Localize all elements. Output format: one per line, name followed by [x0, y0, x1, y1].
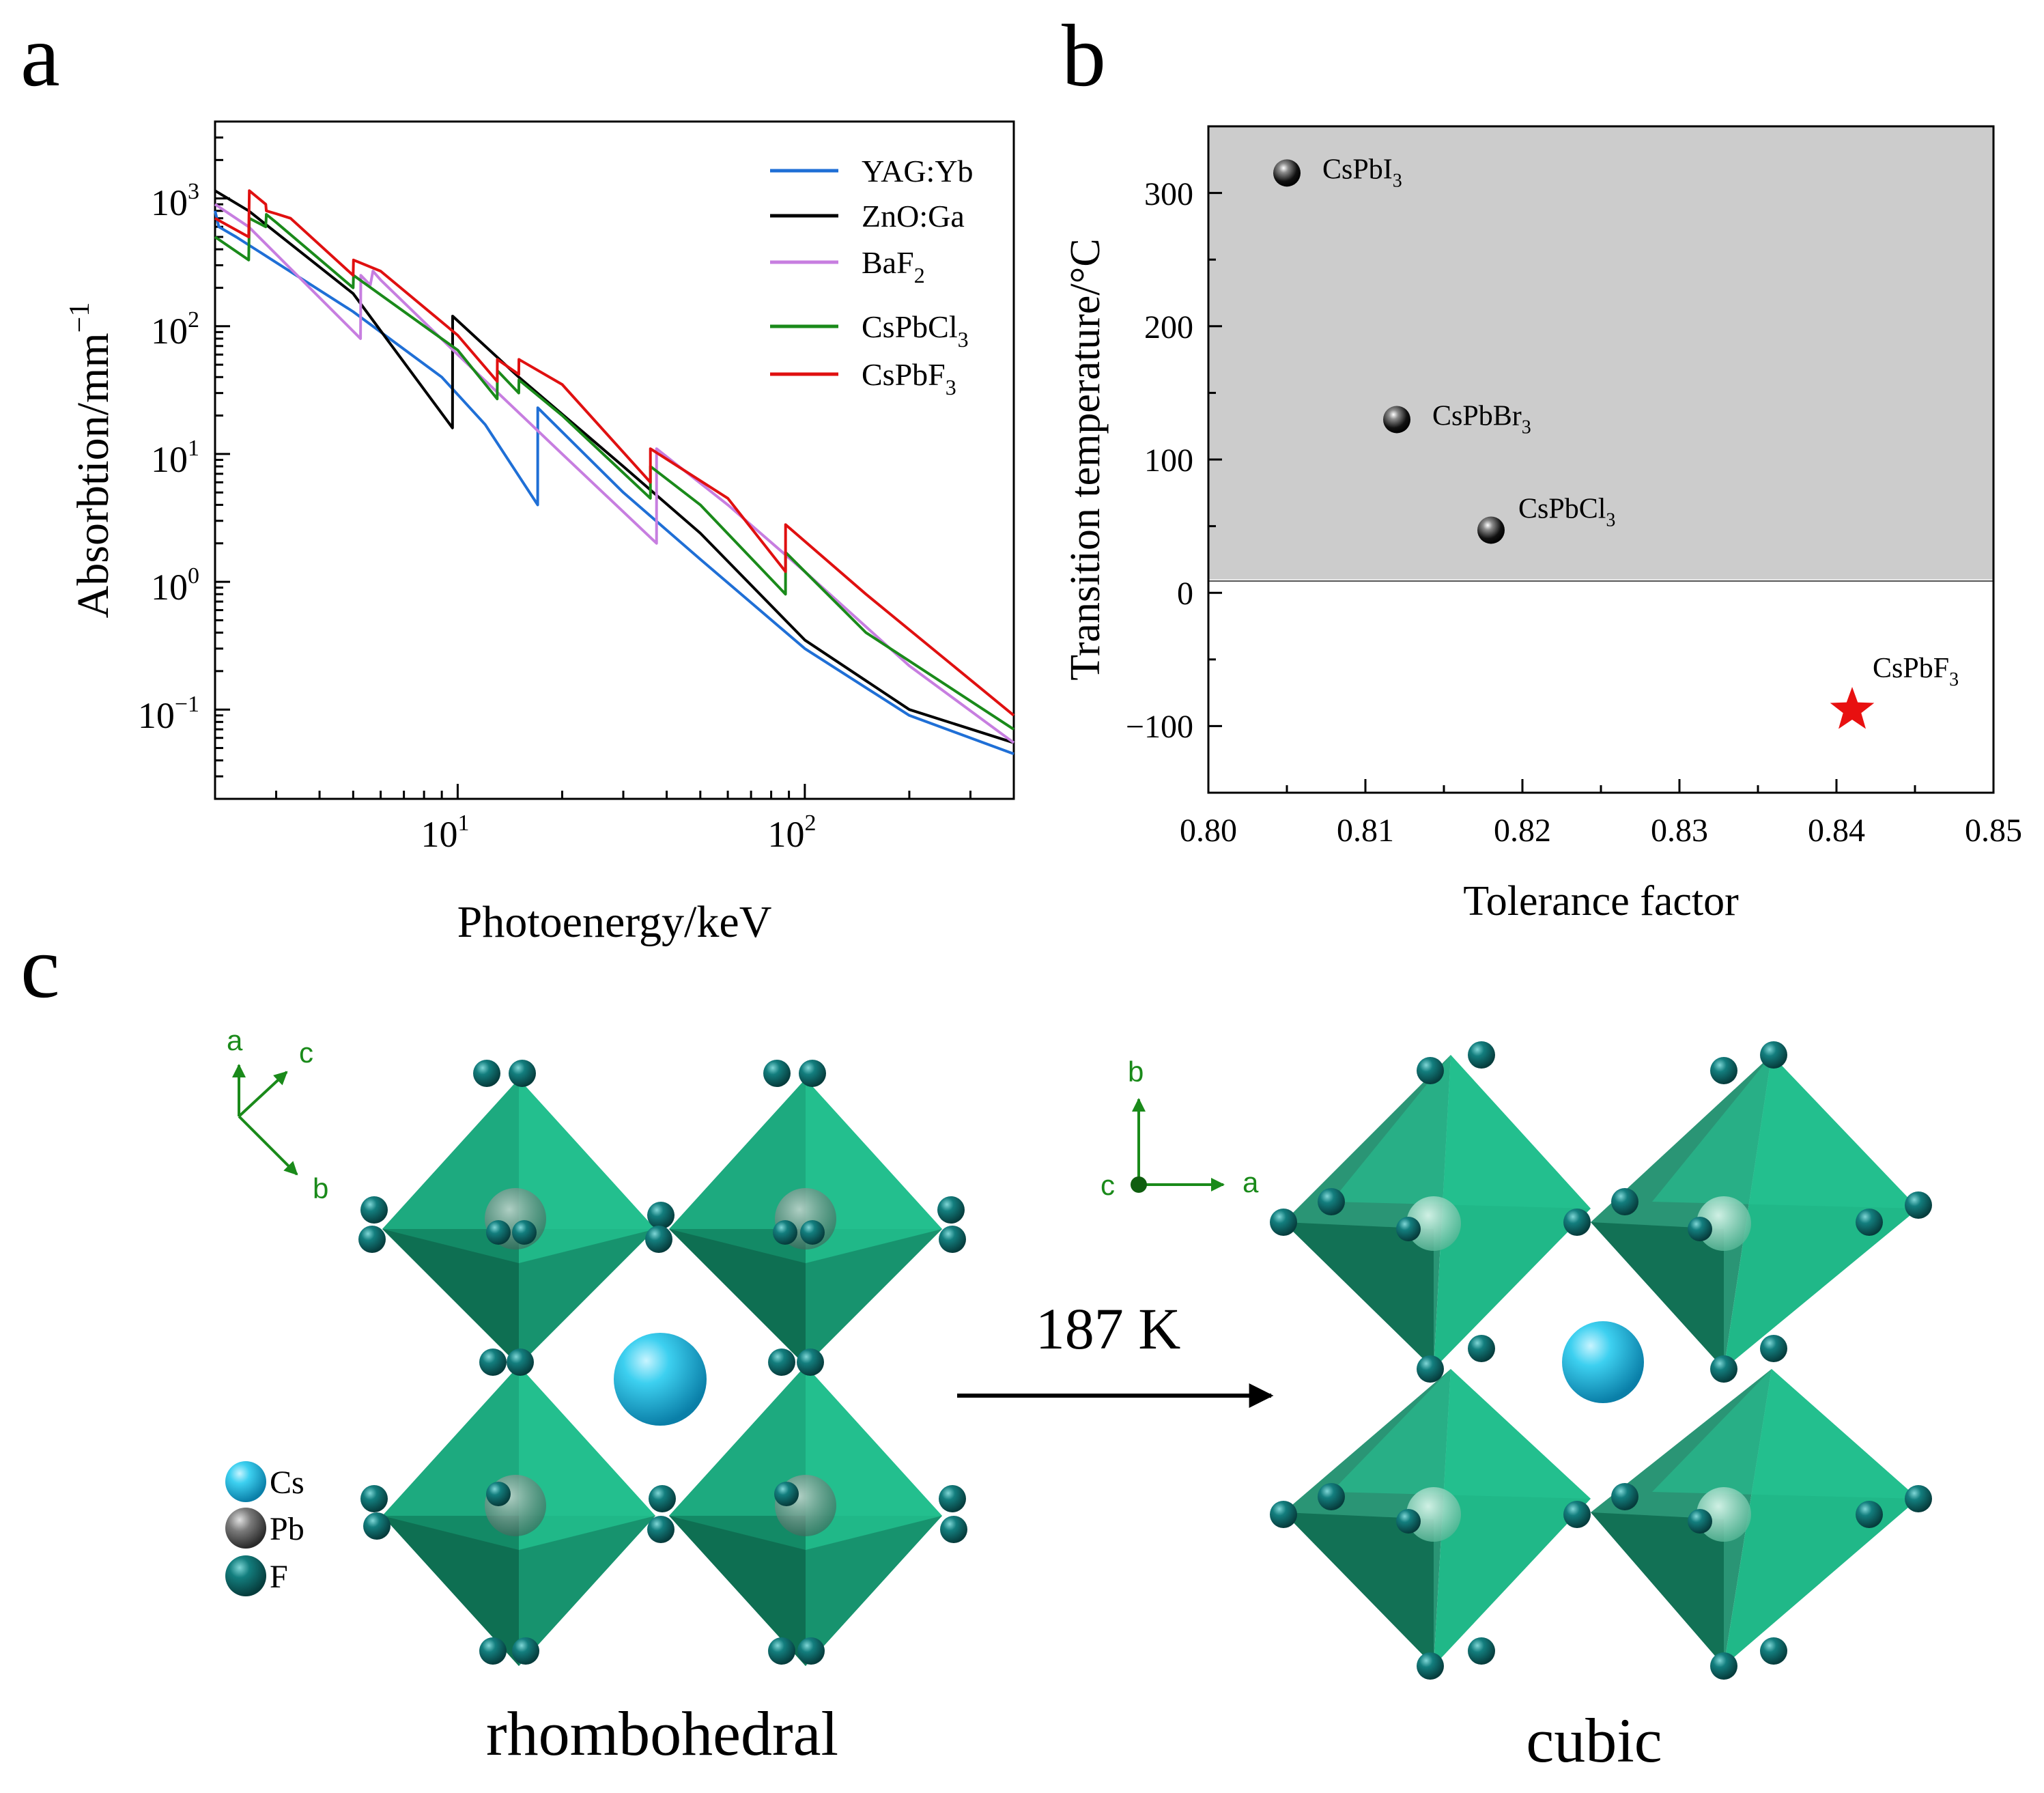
legend-label-baf2: BaF2 — [862, 245, 925, 287]
panel-a-ylabel: Absorbtion/mm−1 — [64, 302, 118, 619]
label-cspbi3: CsPbI3 — [1322, 154, 1402, 191]
cubic-axis-c: c — [1101, 1169, 1115, 1201]
a-ytick-100: 102 — [151, 307, 199, 352]
series-line-znoga — [214, 189, 1014, 744]
b-xtick-0.83: 0.83 — [1651, 813, 1708, 849]
b-ytick-300: 300 — [1144, 176, 1193, 212]
panel-b-ytick-labels: 300 200 100 0 −100 — [1126, 176, 1193, 745]
panel-label-a: a — [20, 7, 60, 105]
legend-pb-label: Pb — [270, 1511, 304, 1547]
rhombo-f-atoms — [358, 1060, 967, 1665]
b-ytick-m100: −100 — [1126, 709, 1193, 745]
panel-a-legend: YAG:Yb ZnO:Ga BaF2 CsPbCl3 CsPbF3 — [770, 154, 974, 399]
legend-pb-sphere — [225, 1508, 266, 1549]
b-xtick-0.84: 0.84 — [1808, 813, 1865, 849]
b-ytick-200: 200 — [1144, 309, 1193, 345]
a-xtick-10: 101 — [421, 810, 470, 855]
legend-label-cspbf3: CsPbF3 — [862, 357, 956, 399]
series-line-yagyb — [214, 210, 1014, 755]
panel-a-chart: 103 102 101 100 10−1 101 102 Photoenergy… — [64, 120, 1015, 947]
panel-label-b: b — [1062, 7, 1106, 105]
b-xtick-0.85: 0.85 — [1965, 813, 2022, 849]
b-ytick-0: 0 — [1177, 576, 1193, 612]
panel-a-ticks — [214, 120, 1015, 800]
cubic-pb-atom — [1406, 1196, 1461, 1251]
rhombo-axis-a: a — [227, 1024, 243, 1056]
panel-b-xtick-labels: 0.80 0.81 0.82 0.83 0.84 0.85 — [1180, 813, 2022, 849]
cubic-pb-atom — [1697, 1487, 1751, 1542]
b-ytick-100: 100 — [1144, 442, 1193, 479]
panel-c-structures: a c b Cs Pb F 187 K — [225, 1024, 1932, 1775]
panel-a-xlabel: Photoenergy/keV — [457, 897, 772, 947]
element-legend: Cs Pb F — [225, 1461, 304, 1596]
legend-f-label: F — [270, 1559, 288, 1595]
legend-label-cspbcl3: CsPbCl3 — [862, 309, 969, 352]
cubic-axis-b: b — [1128, 1056, 1144, 1088]
panel-b-ticks — [1207, 125, 1995, 794]
cubic-octahedron-bl — [1283, 1369, 1591, 1666]
panel-b-xlabel: Tolerance factor — [1463, 878, 1739, 924]
point-cspbcl3 — [1477, 516, 1505, 544]
label-cspbcl3: CsPbCl3 — [1518, 493, 1615, 531]
panel-label-c: c — [20, 918, 60, 1017]
rhombo-axis-b: b — [313, 1172, 328, 1204]
panel-a-series — [214, 189, 1015, 755]
legend-label-yag: YAG:Yb — [862, 154, 974, 188]
cubic-axis-a: a — [1243, 1166, 1259, 1198]
legend-label-zno: ZnO:Ga — [862, 199, 965, 234]
panel-b-ylabel: Transition temperature/°C — [1062, 238, 1109, 681]
a-xtick-100: 102 — [768, 810, 817, 855]
cubic-f-atoms — [1270, 1041, 1932, 1680]
a-ytick-1000: 103 — [151, 179, 199, 223]
label-cspbf3: CsPbF3 — [1873, 653, 1959, 690]
cubic-octahedron-tl — [1283, 1055, 1591, 1369]
cubic-axes: b a c — [1101, 1056, 1259, 1201]
point-cspbf3 — [1830, 687, 1875, 729]
series-line-baf2 — [214, 203, 1015, 744]
cubic-structure — [1270, 1041, 1932, 1680]
panel-a-ytick-labels: 103 102 101 100 10−1 — [138, 179, 199, 736]
cubic-octahedron-br — [1591, 1369, 1918, 1666]
series-line-cspbcl3 — [214, 213, 1015, 731]
a-ytick-10: 101 — [151, 436, 199, 480]
cubic-pb-atom — [1697, 1196, 1751, 1251]
cubic-cs-atom — [1562, 1321, 1644, 1403]
a-ytick-1: 100 — [151, 563, 199, 608]
rhombo-octahedron-tr — [669, 1079, 942, 1366]
rhombo-octahedron-tl — [382, 1079, 655, 1366]
rhombo-cs-atom — [614, 1333, 707, 1426]
legend-f-sphere — [225, 1555, 266, 1596]
panel-b-chart: 300 200 100 0 −100 0.80 0.81 0.82 0.83 0… — [1062, 125, 2022, 924]
b-xtick-0.81: 0.81 — [1337, 813, 1394, 849]
rhombo-octahedron-br — [669, 1366, 942, 1666]
point-cspbi3 — [1273, 159, 1301, 187]
transition-label: 187 K — [1036, 1296, 1181, 1361]
b-xtick-0.82: 0.82 — [1494, 813, 1551, 849]
panel-b-shaded-region — [1208, 126, 1993, 580]
rhombo-axes: a c b — [227, 1024, 328, 1204]
cubic-caption: cubic — [1526, 1706, 1662, 1775]
cubic-octahedron-tr — [1591, 1055, 1918, 1369]
series-line-cspbf3 — [214, 189, 1015, 717]
panel-a-xtick-labels: 101 102 — [421, 810, 817, 855]
point-cspbbr3 — [1383, 406, 1410, 434]
rhombohedral-caption: rhombohedral — [486, 1699, 838, 1768]
legend-cs-sphere — [225, 1461, 266, 1502]
a-ytick-0.1: 10−1 — [138, 692, 199, 736]
cubic-pb-atom — [1406, 1487, 1461, 1542]
panel-b-points: CsPbI3 CsPbBr3 CsPbCl3 CsPbF3 — [1273, 154, 1959, 729]
label-cspbbr3: CsPbBr3 — [1432, 400, 1531, 438]
legend-cs-label: Cs — [270, 1465, 304, 1501]
rhombo-axis-c: c — [299, 1036, 313, 1069]
rhombohedral-structure — [358, 1060, 967, 1666]
rhombo-octahedron-bl — [382, 1366, 655, 1666]
b-xtick-0.80: 0.80 — [1180, 813, 1237, 849]
